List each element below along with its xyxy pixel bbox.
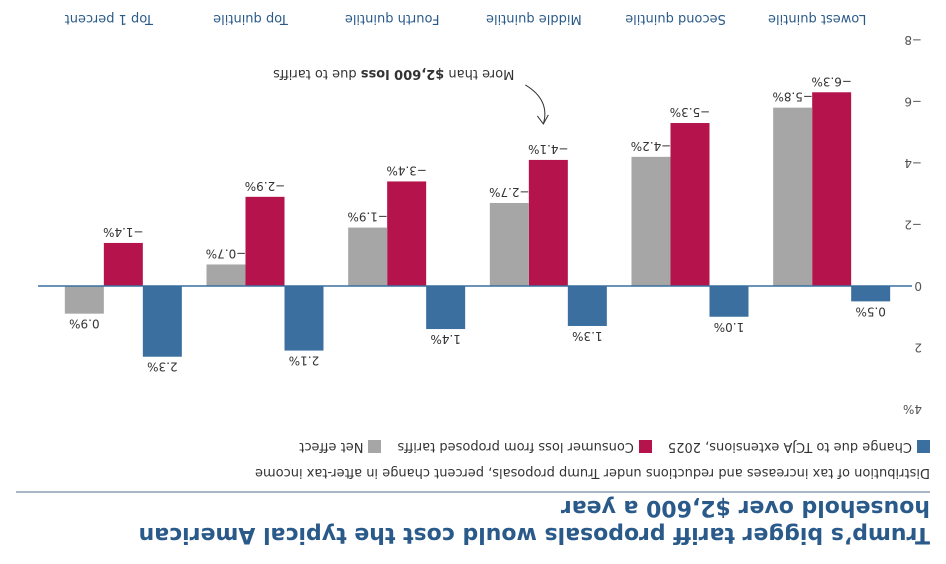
y-tick-label: 4% bbox=[903, 402, 922, 416]
bar-change-due-to-tcja-extensions-2025 bbox=[426, 286, 466, 330]
bar-consumer-loss-from-proposed-tariffs bbox=[245, 196, 285, 286]
data-label: 2.3% bbox=[147, 360, 178, 374]
data-label: −1.4% bbox=[103, 225, 144, 239]
data-label: −2.9% bbox=[245, 179, 286, 193]
bar-net-effect bbox=[489, 202, 529, 286]
y-tick-label: −6 bbox=[904, 95, 922, 109]
data-label: 1.0% bbox=[714, 320, 745, 334]
data-label: −5.3% bbox=[670, 105, 711, 119]
category-label: Lowest quintile bbox=[768, 11, 866, 26]
data-label: −3.4% bbox=[386, 163, 427, 177]
data-label: 1.4% bbox=[430, 332, 461, 346]
bar-change-due-to-tcja-extensions-2025 bbox=[709, 286, 749, 317]
data-label: 2.1% bbox=[289, 354, 320, 368]
y-tick-label: −4 bbox=[904, 156, 922, 170]
bar-net-effect bbox=[348, 227, 388, 286]
bar-consumer-loss-from-proposed-tariffs bbox=[670, 123, 710, 286]
data-label: −0.7% bbox=[206, 246, 247, 260]
y-tick-label: 0 bbox=[914, 279, 922, 293]
category-label: Top 1 percent bbox=[65, 11, 154, 26]
annotation-arrow bbox=[525, 84, 546, 125]
y-tick-label: 2 bbox=[914, 341, 922, 355]
bar-consumer-loss-from-proposed-tariffs bbox=[812, 92, 852, 286]
data-label: −4.2% bbox=[631, 139, 672, 153]
data-label: −6.3% bbox=[811, 74, 852, 88]
bar-consumer-loss-from-proposed-tariffs bbox=[387, 181, 427, 286]
bar-change-due-to-tcja-extensions-2025 bbox=[567, 286, 607, 326]
data-label: −4.1% bbox=[528, 142, 569, 156]
y-tick-label: −8 bbox=[904, 33, 922, 47]
data-label: −2.7% bbox=[489, 185, 530, 199]
category-label: Fourth quintile bbox=[345, 11, 440, 26]
bar-net-effect bbox=[64, 286, 104, 314]
bar-change-due-to-tcja-extensions-2025 bbox=[284, 286, 324, 351]
category-label: Top quintile bbox=[213, 11, 289, 26]
bar-change-due-to-tcja-extensions-2025 bbox=[851, 286, 891, 302]
bar-consumer-loss-from-proposed-tariffs bbox=[528, 159, 568, 286]
bar-net-effect bbox=[631, 156, 671, 286]
annotation-arrowhead bbox=[536, 114, 549, 125]
data-label: 0.9% bbox=[69, 317, 100, 331]
bar-net-effect bbox=[206, 264, 246, 286]
bar-change-due-to-tcja-extensions-2025 bbox=[142, 286, 182, 357]
data-label: −5.8% bbox=[772, 90, 813, 104]
y-tick-label: −2 bbox=[904, 218, 922, 232]
data-label: 0.5% bbox=[855, 304, 886, 318]
bar-consumer-loss-from-proposed-tariffs bbox=[103, 242, 143, 286]
category-label: Middle quintile bbox=[486, 11, 582, 26]
annotation-text: More than $2,600 loss due to tariffs bbox=[273, 66, 515, 81]
bar-net-effect bbox=[773, 107, 813, 286]
data-label: 1.3% bbox=[572, 329, 603, 343]
data-label: −1.9% bbox=[347, 210, 388, 224]
category-label: Second quintile bbox=[625, 11, 726, 26]
